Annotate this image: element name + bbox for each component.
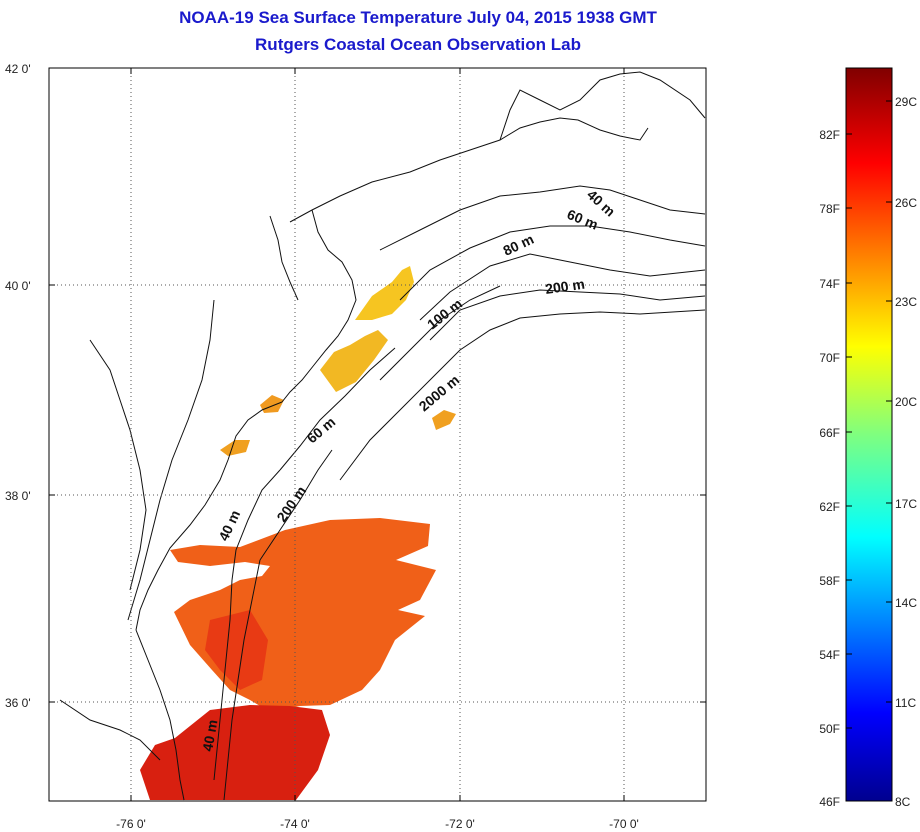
colorbar-fahrenheit-labels: 82F 78F 74F 70F 66F 62F 58F 54F 50F 46F: [819, 128, 840, 809]
colorbar-label-82f: 82F: [819, 128, 840, 142]
map-ticks: [49, 67, 706, 801]
sst-patch-central-yellow: [320, 330, 388, 392]
contour-100m: [379, 285, 501, 381]
contour-200m-central: [259, 449, 333, 561]
map-frame: [48, 67, 707, 802]
coast-delmarva: [135, 401, 283, 631]
depth-label-40m-south: 40 m: [199, 718, 220, 752]
map-title: NOAA-19 Sea Surface Temperature July 04,…: [179, 8, 657, 27]
colorbar: [845, 67, 893, 802]
coast-pamlico: [59, 699, 161, 761]
colorbar-label-11c: 11C: [895, 696, 916, 710]
colorbar-label-74f: 74F: [819, 277, 840, 291]
sst-data-layer: [140, 266, 456, 800]
colorbar-label-62f: 62F: [819, 500, 840, 514]
contour-60m-north: [399, 225, 706, 301]
colorbar-label-8c: 8C: [895, 795, 911, 809]
lon-label-70: -70 0': [609, 817, 639, 831]
colorbar-label-58f: 58F: [819, 574, 840, 588]
lat-label-38: 38 0': [5, 489, 31, 503]
coast-chesapeake: [127, 299, 215, 621]
lat-label-40: 40 0': [5, 279, 31, 293]
coast-nj: [281, 209, 357, 403]
contour-200m-north: [429, 289, 706, 341]
lat-label-36: 36 0': [5, 696, 31, 710]
colorbar-label-50f: 50F: [819, 722, 840, 736]
colorbar-label-23c: 23C: [895, 295, 917, 309]
lon-label-76: -76 0': [116, 817, 146, 831]
contour-40m-south: [213, 579, 233, 781]
colorbar-label-54f: 54F: [819, 648, 840, 662]
colorbar-label-20c: 20C: [895, 395, 917, 409]
sst-patch-north-yellow: [355, 266, 414, 320]
lon-label-72: -72 0': [445, 817, 475, 831]
contour-80m: [419, 253, 706, 321]
sst-patch-offshore-spot: [432, 410, 456, 430]
coast-carolina: [135, 629, 185, 801]
contour-60m-central: [279, 347, 396, 471]
sst-patch-south-red: [140, 705, 330, 800]
graticule: [49, 68, 706, 801]
lon-label-74: -74 0': [280, 817, 310, 831]
coast-long-island: [289, 117, 649, 223]
coast-hudson: [269, 215, 299, 301]
depth-label-200m-north: 200 m: [544, 276, 586, 297]
colorbar-label-14c: 14C: [895, 596, 917, 610]
colorbar-celsius-labels: 29C 26C 23C 20C 17C 14C 11C 8C: [895, 95, 917, 809]
colorbar-label-26c: 26C: [895, 196, 917, 210]
contour-shelf-break-south: [223, 559, 261, 801]
contour-2000m: [339, 309, 706, 481]
coastline: [59, 71, 706, 801]
lat-label-42: 42 0': [5, 62, 31, 76]
colorbar-ticks: [846, 100, 892, 729]
colorbar-label-70f: 70F: [819, 351, 840, 365]
bathymetry-contours: [213, 185, 706, 801]
colorbar-label-29c: 29C: [895, 95, 917, 109]
coast-new-england: [499, 71, 706, 141]
colorbar-label-46f: 46F: [819, 795, 840, 809]
colorbar-label-78f: 78F: [819, 202, 840, 216]
colorbar-label-17c: 17C: [895, 497, 917, 511]
colorbar-label-66f: 66F: [819, 426, 840, 440]
contour-40m-central: [231, 469, 281, 581]
sst-patch-coastal-red: [205, 610, 268, 690]
coast-inner-bay: [89, 339, 147, 591]
map-subtitle: Rutgers Coastal Ocean Observation Lab: [255, 35, 581, 54]
sst-patch-small-orange: [220, 440, 250, 456]
contour-40m-north: [379, 185, 706, 251]
